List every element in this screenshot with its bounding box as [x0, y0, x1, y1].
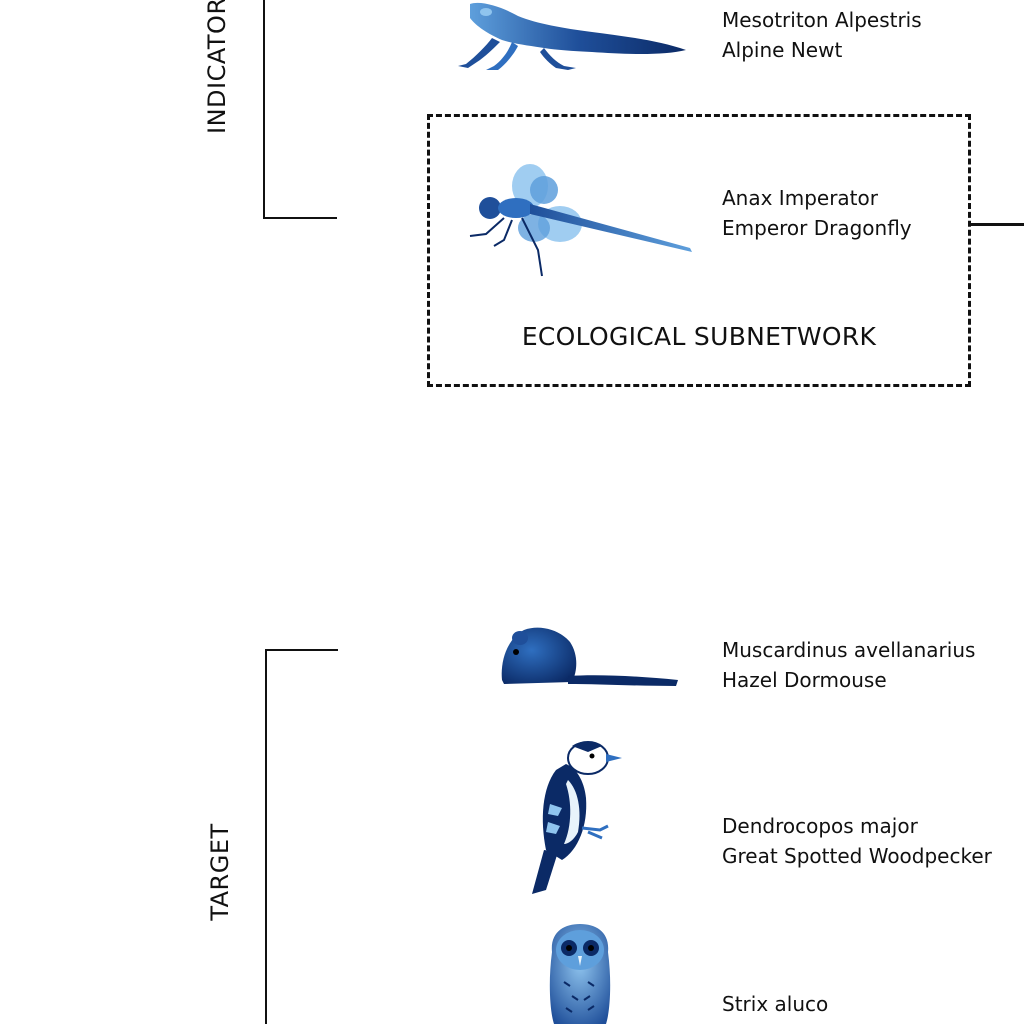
- dormouse-icon: [501, 627, 678, 686]
- species-common-name: Alpine Newt: [722, 38, 843, 62]
- species-latin-name: Anax Imperator: [722, 186, 878, 210]
- indicator-bracket-vertical: [263, 0, 265, 219]
- species-alpine-newt: Mesotriton Alpestris Alpine Newt: [722, 5, 922, 65]
- indicator-bracket-bottom: [263, 217, 337, 219]
- target-bracket-vertical: [265, 649, 267, 1024]
- ecological-subnetwork-box: [427, 114, 971, 387]
- group-label-indicator: INDICATOR: [203, 0, 231, 134]
- group-label-target: TARGET: [206, 823, 234, 921]
- species-latin-name: Dendrocopos major: [722, 814, 918, 838]
- species-latin-name: Muscardinus avellanarius: [722, 638, 976, 662]
- species-hazel-dormouse: Muscardinus avellanarius Hazel Dormouse: [722, 635, 975, 695]
- species-common-name: Great Spotted Woodpecker: [722, 844, 992, 868]
- subnetwork-connector-line: [971, 223, 1024, 226]
- woodpecker-icon: [532, 741, 622, 894]
- species-latin-name: Mesotriton Alpestris: [722, 8, 922, 32]
- ecological-subnetwork-label: ECOLOGICAL SUBNETWORK: [521, 322, 877, 351]
- target-bracket-top: [265, 649, 338, 651]
- species-emperor-dragonfly: Anax Imperator Emperor Dragonfly: [722, 183, 912, 243]
- dragonfly-icon: [469, 164, 692, 277]
- species-common-name: Hazel Dormouse: [722, 668, 887, 692]
- newt-icon: [458, 2, 686, 70]
- species-tawny-owl: Strix aluco: [722, 989, 828, 1019]
- species-great-spotted-woodpecker: Dendrocopos major Great Spotted Woodpeck…: [722, 811, 992, 871]
- species-common-name: Emperor Dragonfly: [722, 216, 912, 240]
- owl-icon: [549, 924, 611, 1024]
- species-latin-name: Strix aluco: [722, 992, 829, 1016]
